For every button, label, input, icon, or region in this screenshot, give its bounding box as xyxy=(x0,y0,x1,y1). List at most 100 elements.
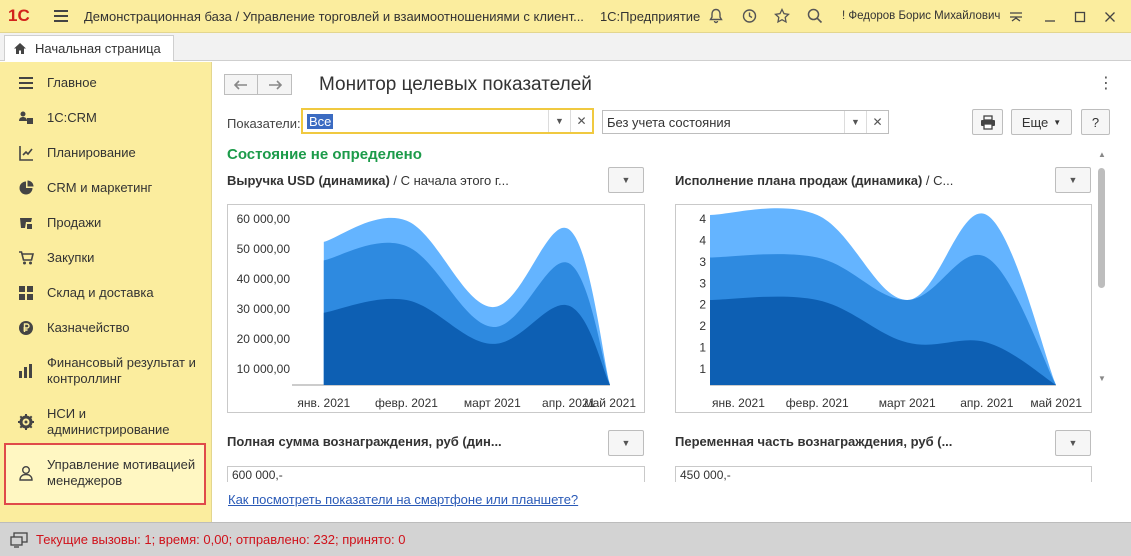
help-button[interactable]: ? xyxy=(1081,109,1110,135)
crm-icon xyxy=(17,110,35,126)
widget-3-title: Полная сумма вознаграждения, руб (дин... xyxy=(227,434,502,449)
gear-icon xyxy=(17,414,35,430)
more-actions-icon[interactable]: ⋮ xyxy=(1098,75,1114,92)
print-button[interactable] xyxy=(972,109,1003,135)
sidebar-item-planning[interactable]: Планирование xyxy=(0,145,212,161)
treasury-icon xyxy=(17,320,35,336)
settings-icon[interactable] xyxy=(1006,7,1026,27)
minimize-icon[interactable] xyxy=(1040,7,1060,27)
y-tick-label: 1 xyxy=(699,362,706,376)
warehouse-icon xyxy=(17,285,35,301)
printer-icon xyxy=(980,114,995,130)
sidebar-item-treasury[interactable]: Казначейство xyxy=(0,320,212,336)
y-tick-label: 2 xyxy=(699,298,706,312)
state-clear-icon[interactable]: ✕ xyxy=(866,111,888,133)
sidebar-item-finance[interactable]: Финансовый результат и контроллинг xyxy=(0,355,212,387)
state-dropdown-icon[interactable]: ▼ xyxy=(844,111,866,133)
status-text: Текущие вызовы: 1; время: 0,00; отправле… xyxy=(36,532,406,547)
maximize-icon[interactable] xyxy=(1070,7,1090,27)
arrow-left-icon xyxy=(234,79,247,90)
bell-icon[interactable] xyxy=(706,6,726,26)
widget-3-chart: 600 000,- xyxy=(227,466,645,482)
planning-icon xyxy=(17,145,35,161)
series-area-1[interactable] xyxy=(323,298,610,385)
y-tick-label: 4 xyxy=(699,212,706,226)
x-tick-label: май 2021 xyxy=(1030,396,1082,410)
x-tick-label: апр. 2021 xyxy=(960,396,1014,410)
indicators-clear-icon[interactable]: ✕ xyxy=(570,110,592,132)
sidebar-item-motivation[interactable]: Управление мотивацией менеджеров xyxy=(0,457,212,489)
widget-2-menu-button[interactable]: ▼ xyxy=(1055,167,1091,193)
x-tick-label: март 2021 xyxy=(464,396,521,410)
history-icon[interactable] xyxy=(739,6,759,26)
y-tick-label: 3 xyxy=(699,255,706,269)
sidebar-item-warehouse[interactable]: Склад и доставка xyxy=(0,285,212,301)
more-button[interactable]: Еще ▼ xyxy=(1011,109,1072,135)
app-title: Демонстрационная база / Управление торго… xyxy=(84,8,584,24)
sidebar-item-crm-marketing[interactable]: CRM и маркетинг xyxy=(0,180,212,196)
sidebar-item-main[interactable]: Главное xyxy=(0,75,212,91)
widget-1-title: Выручка USD (динамика) / С начала этого … xyxy=(227,173,509,188)
scroll-thumb[interactable] xyxy=(1098,168,1105,288)
sidebar-item-sales[interactable]: Продажи xyxy=(0,215,212,231)
y-tick-label: 20 000,00 xyxy=(237,332,291,346)
sidebar-item-crm[interactable]: 1С:CRM xyxy=(0,110,212,126)
arrow-right-icon xyxy=(268,79,282,90)
home-icon xyxy=(14,43,26,54)
widget-1-menu-button[interactable]: ▼ xyxy=(608,167,644,193)
y-tick-label: 50 000,00 xyxy=(237,242,291,256)
indicators-select[interactable]: Все ▼ ✕ xyxy=(301,108,594,134)
close-icon[interactable] xyxy=(1100,7,1120,27)
widget-4-axis-label: 450 000,- xyxy=(680,468,731,482)
series-area-1[interactable] xyxy=(710,296,1056,385)
search-icon[interactable] xyxy=(805,6,825,26)
more-label: Еще xyxy=(1021,114,1049,130)
title-bar: 1С Демонстрационная база / Управление то… xyxy=(0,0,1131,33)
state-value: Без учета состояния xyxy=(607,114,731,130)
mobile-help-link[interactable]: Как посмотреть показатели на смартфоне и… xyxy=(228,492,579,507)
menu-icon xyxy=(17,75,35,91)
page-title: Монитор целевых показателей xyxy=(319,74,592,95)
scroll-up-icon[interactable]: ▲ xyxy=(1098,150,1106,159)
x-tick-label: февр. 2021 xyxy=(375,396,438,410)
x-tick-label: май 2021 xyxy=(584,396,636,410)
indicators-dropdown-icon[interactable]: ▼ xyxy=(548,110,570,132)
y-tick-label: 40 000,00 xyxy=(237,272,291,286)
y-tick-label: 30 000,00 xyxy=(237,302,291,316)
scroll-down-icon[interactable]: ▼ xyxy=(1098,374,1106,383)
state-select[interactable]: Без учета состояния ▼ ✕ xyxy=(602,110,889,134)
x-tick-label: март 2021 xyxy=(879,396,936,410)
forward-button[interactable] xyxy=(258,74,292,95)
pie-icon xyxy=(17,180,35,196)
widget-4-chart: 450 000,- xyxy=(675,466,1092,482)
current-user[interactable]: ! Федоров Борис Михайлович xyxy=(842,10,1001,22)
widget-2-chart: 4 4 3 3 2 2 1 1 янв. 2021 февр. 2021 март 2021 апр.… xyxy=(675,204,1092,413)
main-menu-icon[interactable] xyxy=(54,10,68,22)
star-icon[interactable] xyxy=(772,6,792,26)
monitor-icon[interactable] xyxy=(10,531,28,548)
main-panel: Монитор целевых показателей ⋮ Показатели… xyxy=(213,62,1131,522)
widget-2-title: Исполнение плана продаж (динамика) / С..… xyxy=(675,173,954,188)
chevron-down-icon: ▼ xyxy=(1053,117,1062,127)
indicators-value: Все xyxy=(307,113,334,129)
y-tick-label: 3 xyxy=(699,276,706,290)
widget-4-menu-button[interactable]: ▼ xyxy=(1055,430,1091,456)
y-tick-label: 60 000,00 xyxy=(237,212,291,226)
tab-home[interactable]: Начальная страница xyxy=(4,35,174,61)
indicators-label: Показатели: xyxy=(227,116,301,131)
widget-3-menu-button[interactable]: ▼ xyxy=(608,430,644,456)
x-tick-label: янв. 2021 xyxy=(712,396,765,410)
platform-name: 1С:Предприятие xyxy=(599,8,701,24)
person-icon xyxy=(17,465,35,481)
sidebar-item-purchases[interactable]: Закупки xyxy=(0,250,212,266)
status-bar: Текущие вызовы: 1; время: 0,00; отправле… xyxy=(0,522,1131,556)
sidebar-item-admin[interactable]: НСИ и администрирование xyxy=(0,406,212,438)
content-scrollbar[interactable]: ▲ ▼ xyxy=(1096,150,1108,480)
cart-icon xyxy=(17,250,35,266)
widget-1-chart: 60 000,00 50 000,00 40 000,00 30 000,00 20 0… xyxy=(227,204,645,413)
back-button[interactable] xyxy=(224,74,258,95)
widget-3-axis-label: 600 000,- xyxy=(232,468,283,482)
y-tick-label: 1 xyxy=(699,341,706,355)
tab-label: Начальная страница xyxy=(35,41,161,56)
y-tick-label: 10 000,00 xyxy=(237,362,291,376)
